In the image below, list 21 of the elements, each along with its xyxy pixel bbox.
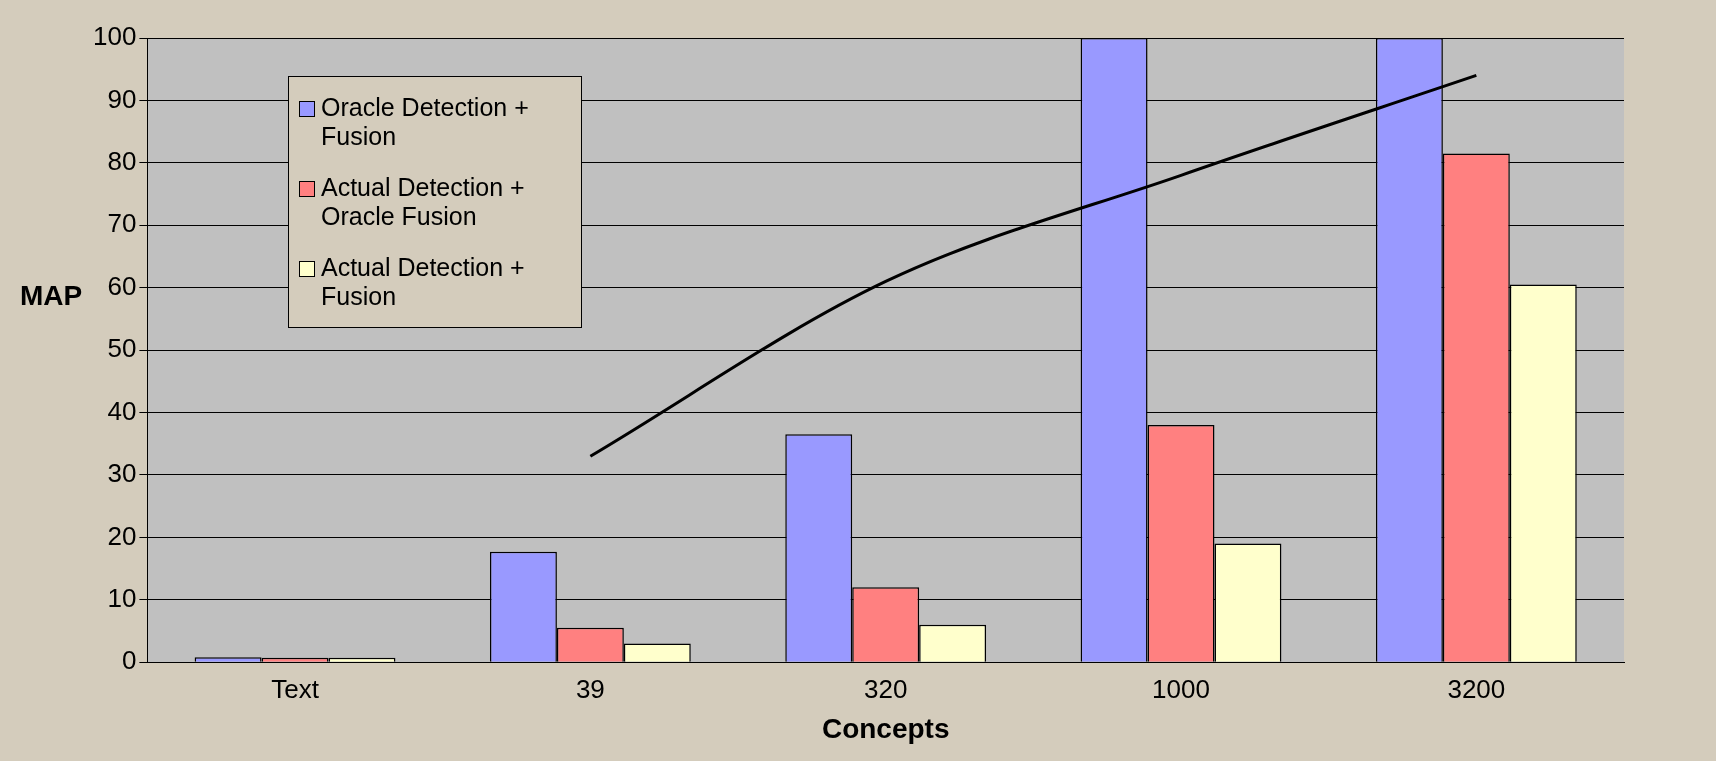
x-axis-title: Concepts	[821, 712, 950, 744]
y-tick-label: 60	[107, 270, 137, 301]
x-tick-label: 3200	[1447, 673, 1506, 704]
x-tick-label: 39	[575, 673, 605, 704]
y-tick-label: 50	[107, 333, 137, 364]
y-tick-label: 20	[107, 520, 137, 551]
y-tick-label: 80	[107, 146, 137, 177]
y-tick-label: 90	[107, 83, 137, 114]
legend-label: Actual Detection + Oracle Fusion	[321, 173, 526, 231]
x-tick-label: Text	[271, 673, 320, 704]
y-tick-label: 100	[92, 21, 137, 52]
y-tick-label: 40	[107, 395, 137, 426]
y-tick-label: 0	[121, 645, 137, 676]
y-tick-label: 30	[107, 458, 137, 489]
y-tick-label: 10	[107, 582, 137, 613]
x-tick-label: 320	[863, 673, 908, 704]
y-tick-label: 70	[107, 208, 137, 239]
y-axis-title: MAP	[20, 280, 83, 312]
legend-label: Oracle Detection + Fusion	[321, 93, 530, 151]
x-tick-label: 1000	[1152, 673, 1210, 704]
legend-label: Actual Detection + Fusion	[321, 253, 526, 311]
